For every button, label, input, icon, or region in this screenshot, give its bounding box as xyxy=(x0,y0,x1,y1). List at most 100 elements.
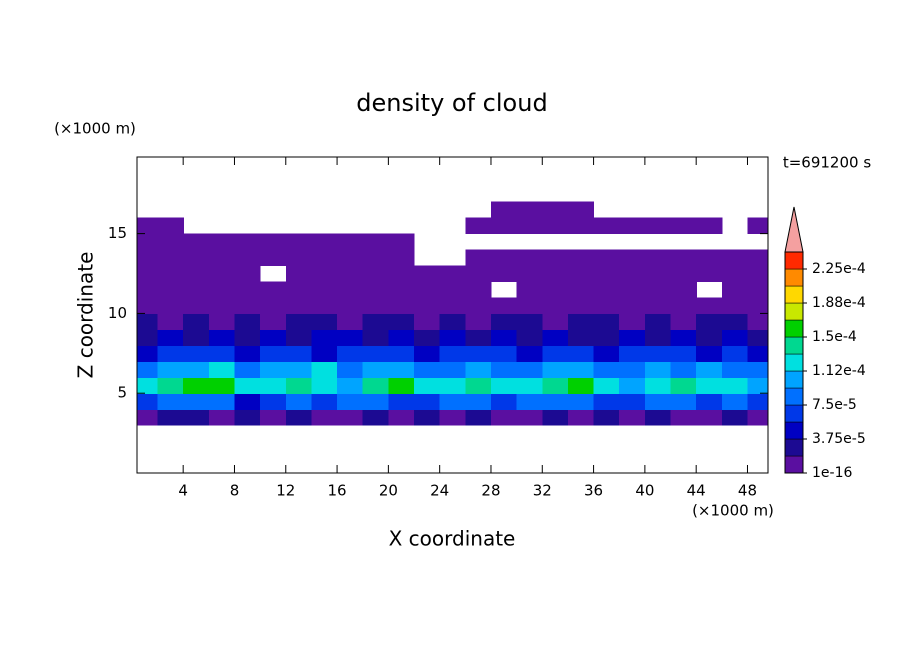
cell xyxy=(208,313,236,330)
cell xyxy=(516,345,543,362)
cell xyxy=(644,393,672,410)
cell xyxy=(567,361,595,378)
cell xyxy=(542,313,569,330)
cell xyxy=(465,345,492,362)
colorbar-band xyxy=(784,353,804,372)
colorbar-label: 2.25e-4 xyxy=(812,261,866,277)
x-tick-label: 32 xyxy=(533,482,552,500)
cell xyxy=(670,345,697,362)
cell xyxy=(721,345,749,362)
cell xyxy=(542,329,569,346)
cell xyxy=(362,345,389,362)
cell xyxy=(593,281,620,299)
cell xyxy=(183,361,210,378)
cell xyxy=(285,393,313,410)
cell xyxy=(670,377,697,394)
cell xyxy=(157,281,184,299)
x-tick-label: 24 xyxy=(430,482,449,500)
cell xyxy=(439,377,466,394)
cell xyxy=(439,313,466,330)
cell xyxy=(157,297,184,315)
cell xyxy=(619,217,646,235)
cell xyxy=(337,313,364,330)
cell xyxy=(644,249,672,267)
cell xyxy=(337,297,364,315)
cell xyxy=(542,377,569,394)
x-tick-label: 8 xyxy=(230,482,240,500)
colorbar-extension xyxy=(784,206,804,253)
cell xyxy=(567,377,595,394)
x-tick-label: 44 xyxy=(687,482,706,500)
cell xyxy=(260,281,287,299)
cell xyxy=(490,393,518,410)
cell xyxy=(285,281,313,299)
cell xyxy=(414,313,441,330)
cell xyxy=(234,409,261,426)
cell xyxy=(696,265,723,283)
cell xyxy=(388,409,415,426)
cell xyxy=(137,345,159,362)
cell xyxy=(208,361,236,378)
cell xyxy=(362,329,389,346)
cell xyxy=(619,281,646,299)
cell xyxy=(542,201,569,219)
cell xyxy=(362,281,389,299)
cell xyxy=(388,329,415,346)
cell xyxy=(696,249,723,267)
cell xyxy=(234,265,261,283)
x-tick-label: 36 xyxy=(584,482,603,500)
cell xyxy=(234,393,261,410)
cell xyxy=(311,329,338,346)
cell xyxy=(362,233,389,251)
cell xyxy=(465,329,492,346)
cell xyxy=(414,329,441,346)
cell xyxy=(337,377,364,394)
cell xyxy=(439,345,466,362)
cell xyxy=(567,409,595,426)
cell xyxy=(644,265,672,283)
cell xyxy=(362,265,389,283)
cell xyxy=(516,249,543,267)
cell xyxy=(593,377,620,394)
cell xyxy=(747,361,768,378)
cell xyxy=(362,361,389,378)
cell xyxy=(644,281,672,299)
cell xyxy=(183,249,210,267)
cell xyxy=(465,265,492,283)
cell xyxy=(593,297,620,315)
cell xyxy=(137,233,159,251)
cell xyxy=(490,329,518,346)
cell xyxy=(670,393,697,410)
cell xyxy=(157,345,184,362)
cell xyxy=(137,409,159,426)
cell xyxy=(208,281,236,299)
cell xyxy=(542,265,569,283)
cell xyxy=(439,265,466,283)
cell xyxy=(670,409,697,426)
cell xyxy=(183,233,210,251)
cell xyxy=(414,265,441,283)
cell xyxy=(465,361,492,378)
cell xyxy=(285,329,313,346)
cell xyxy=(388,313,415,330)
colorbar-label: 7.5e-5 xyxy=(812,397,857,413)
cell xyxy=(157,233,184,251)
cell xyxy=(619,329,646,346)
cell xyxy=(721,313,749,330)
cell xyxy=(644,297,672,315)
cell xyxy=(137,217,159,235)
cell xyxy=(593,409,620,426)
cell xyxy=(567,281,595,299)
cell xyxy=(285,297,313,315)
y-unit: (×1000 m) xyxy=(54,120,136,138)
cell xyxy=(208,409,236,426)
cell xyxy=(721,297,749,315)
x-tick-label: 40 xyxy=(635,482,654,500)
plot-frame xyxy=(136,156,769,474)
cell xyxy=(260,313,287,330)
cell xyxy=(414,361,441,378)
cell xyxy=(721,361,749,378)
cell xyxy=(696,377,723,394)
cell xyxy=(593,329,620,346)
y-axis-label: Z coordinate xyxy=(74,252,98,379)
